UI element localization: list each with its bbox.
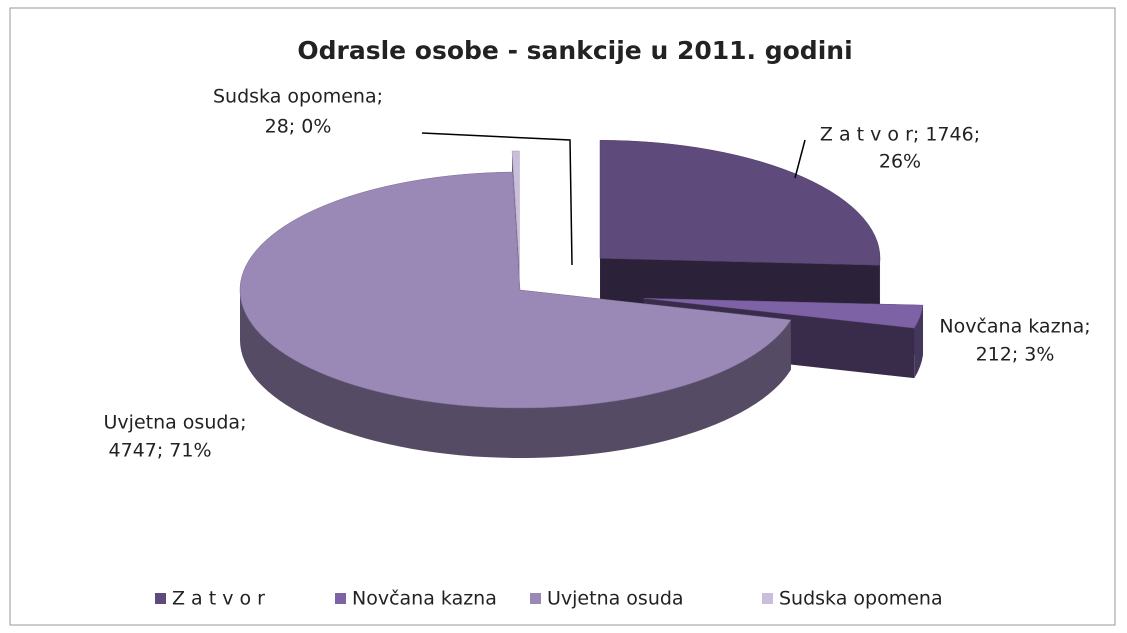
- slice-side: [240, 290, 791, 459]
- data-label: Uvjetna osuda;: [104, 412, 247, 434]
- data-label: Sudska opomena;: [213, 86, 383, 108]
- slice: [239, 171, 792, 409]
- slice: [511, 150, 520, 270]
- legend-swatch: [530, 593, 541, 604]
- legend-swatch: [335, 593, 346, 604]
- legend-label: Uvjetna osuda: [547, 588, 684, 610]
- data-label: 26%: [879, 151, 921, 173]
- legend: Z a t v o r Novčana kazna Uvjetna osuda Sud…: [155, 588, 943, 610]
- chart-title: Odrasle osobe - sankcije u 2011. godini: [297, 36, 852, 65]
- leader-line: [794, 139, 806, 179]
- data-label: Novčana kazna;: [939, 316, 1090, 338]
- legend-label: Sudska opomena: [779, 588, 943, 610]
- data-label: 4747; 71%: [108, 440, 211, 462]
- data-label: 212; 3%: [976, 344, 1055, 366]
- slice: [599, 140, 881, 266]
- pie: [239, 140, 924, 459]
- leader-line: [421, 132, 573, 266]
- legend-label: Z a t v o r: [172, 588, 265, 610]
- legend-swatch: [762, 593, 773, 604]
- data-label: Z a t v o r; 1746;: [820, 124, 980, 146]
- legend-label: Novčana kazna: [352, 588, 497, 610]
- slice-side: [914, 305, 923, 379]
- data-labels: Z a t v o r; 1746; 26% Novčana kazna; 212; …: [104, 86, 1091, 462]
- legend-swatch: [155, 593, 166, 604]
- slice: [643, 297, 924, 329]
- data-label: 28; 0%: [265, 116, 332, 138]
